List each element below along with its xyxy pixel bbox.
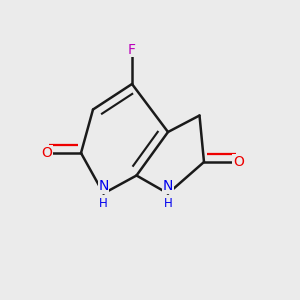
- Text: O: O: [41, 146, 52, 160]
- Text: O: O: [233, 155, 244, 169]
- Text: F: F: [128, 43, 136, 56]
- Text: H: H: [164, 196, 172, 210]
- Text: N: N: [163, 179, 173, 193]
- Text: N: N: [98, 179, 109, 193]
- Text: H: H: [99, 196, 108, 210]
